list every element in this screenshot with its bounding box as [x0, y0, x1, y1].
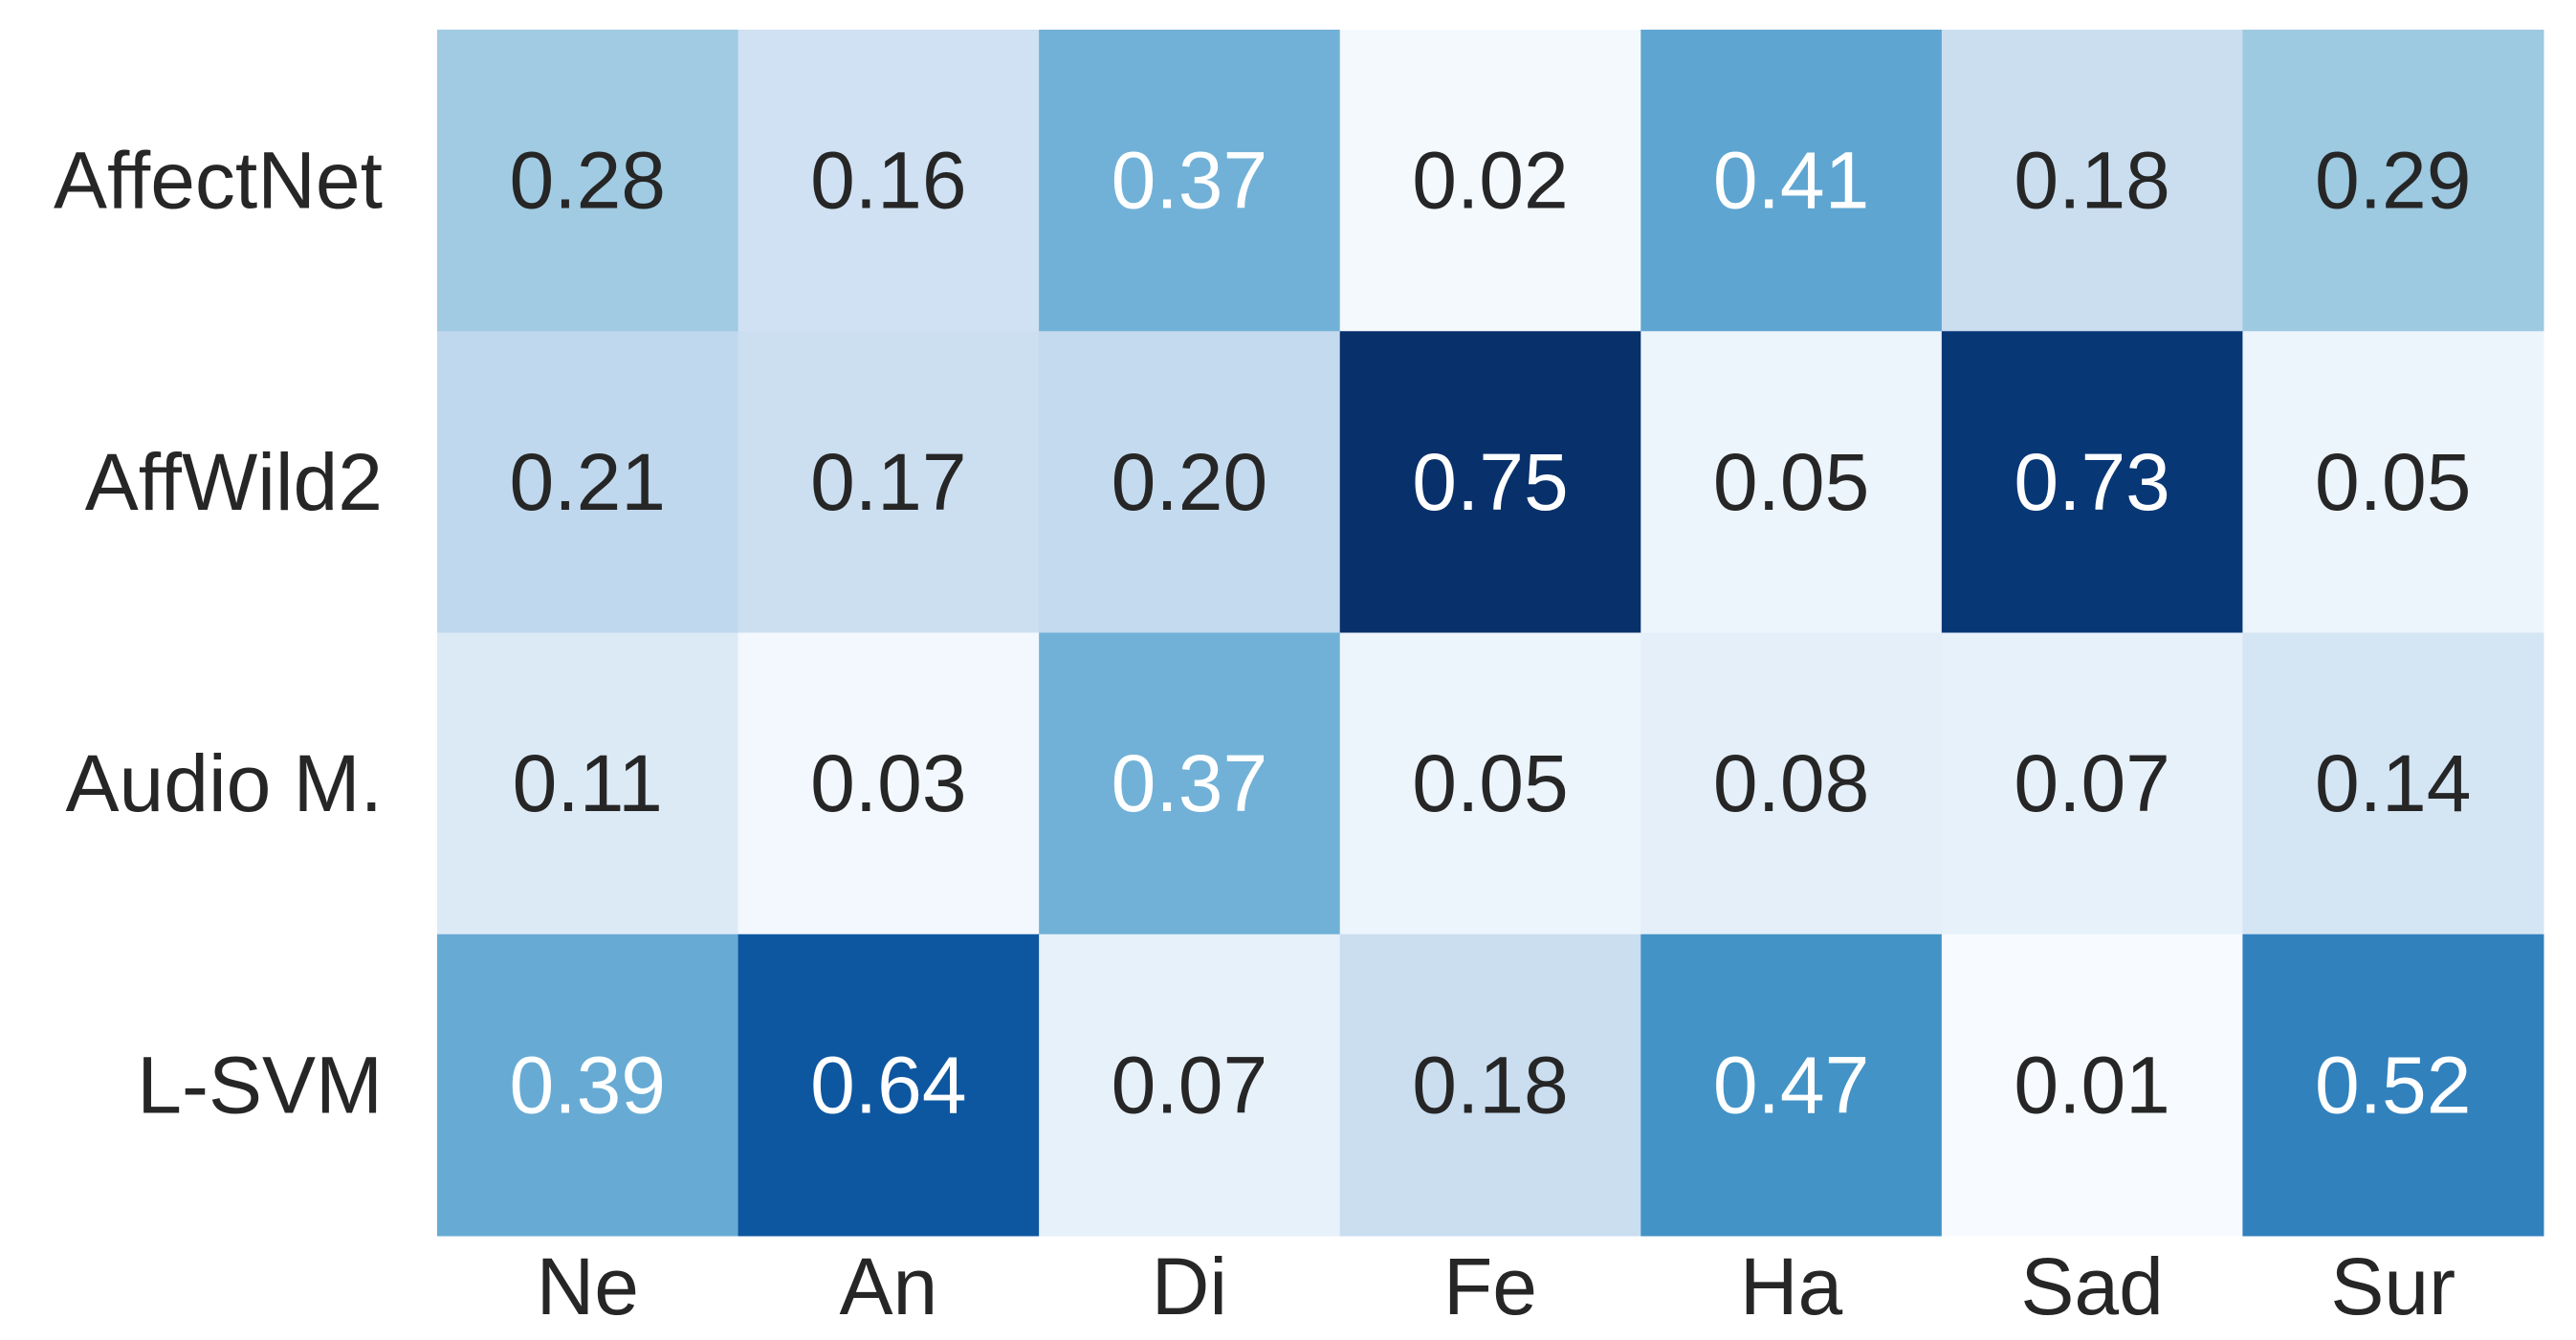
x-tick-label: Fe — [1443, 1241, 1537, 1331]
heatmap-cell — [1941, 331, 2243, 633]
cell-label: 0.39 — [510, 1040, 667, 1130]
cell-label: 0.52 — [2315, 1040, 2472, 1130]
heatmap-cell — [437, 632, 739, 935]
heatmap-cell — [738, 331, 1040, 633]
heatmap-cell — [1039, 331, 1341, 633]
y-tick-label: L-SVM — [137, 1040, 383, 1130]
heatmap-cell — [2242, 934, 2544, 1237]
heatmap-cell — [1640, 331, 1943, 633]
heatmap-cell — [1339, 331, 1641, 633]
heatmap-cell — [2242, 632, 2544, 935]
cell-label: 0.03 — [810, 738, 967, 828]
heatmap-cell — [1339, 632, 1641, 935]
cell-label: 0.64 — [810, 1040, 967, 1130]
x-tick-label: An — [839, 1241, 937, 1331]
cell-label: 0.41 — [1713, 136, 1870, 226]
heatmap-cell — [1039, 632, 1341, 935]
cell-label: 0.75 — [1412, 437, 1569, 527]
cell-label: 0.37 — [1112, 136, 1268, 226]
heatmap-cell — [1941, 934, 2243, 1237]
heatmap-cell — [2242, 30, 2544, 332]
heatmap-cell — [2242, 331, 2544, 633]
cell-label: 0.73 — [2014, 437, 2170, 527]
cell-label: 0.02 — [1412, 136, 1569, 226]
heatmap-cell — [1941, 30, 2243, 332]
heatmap-cell — [1339, 934, 1641, 1237]
y-tick-label: AffWild2 — [85, 437, 383, 527]
heatmap-cell — [1640, 632, 1943, 935]
cell-label: 0.05 — [1713, 437, 1870, 527]
cell-label: 0.20 — [1112, 437, 1268, 527]
cell-label: 0.01 — [2014, 1040, 2170, 1130]
heatmap-cell — [1941, 632, 2243, 935]
cell-label: 0.37 — [1112, 738, 1268, 828]
cell-label: 0.11 — [513, 738, 663, 828]
heatmap-cell — [738, 30, 1040, 332]
cell-label: 0.07 — [1112, 1040, 1268, 1130]
cell-label: 0.47 — [1713, 1040, 1870, 1130]
heatmap-cell — [437, 331, 739, 633]
cell-label: 0.18 — [1412, 1040, 1569, 1130]
heatmap-cell — [1039, 934, 1341, 1237]
x-tick-label: Sad — [2020, 1241, 2163, 1331]
x-tick-label: Ha — [1740, 1241, 1843, 1331]
cell-label: 0.08 — [1713, 738, 1870, 828]
x-tick-label: Sur — [2330, 1241, 2455, 1331]
cell-label: 0.28 — [510, 136, 667, 226]
heatmap-cell — [437, 30, 739, 332]
heatmap-cell — [738, 632, 1040, 935]
cell-label: 0.29 — [2315, 136, 2472, 226]
cell-label: 0.18 — [2014, 136, 2170, 226]
cell-label: 0.07 — [2014, 738, 2170, 828]
cell-label: 0.17 — [810, 437, 967, 527]
x-tick-label: Di — [1152, 1241, 1227, 1331]
cell-label: 0.05 — [2315, 437, 2472, 527]
cell-label: 0.16 — [810, 136, 967, 226]
heatmap-cell — [738, 934, 1040, 1237]
heatmap-cell — [437, 934, 739, 1237]
cell-label: 0.05 — [1412, 738, 1569, 828]
x-tick-label: Ne — [537, 1241, 639, 1331]
cell-label: 0.21 — [510, 437, 667, 527]
y-tick-label: AffectNet — [54, 136, 383, 226]
cell-label: 0.14 — [2315, 738, 2472, 828]
heatmap-cell — [1039, 30, 1341, 332]
heatmap-cell — [1339, 30, 1641, 332]
heatmap-cell — [1640, 30, 1943, 332]
heatmap-cell — [1640, 934, 1943, 1237]
y-tick-label: Audio M. — [66, 738, 384, 828]
